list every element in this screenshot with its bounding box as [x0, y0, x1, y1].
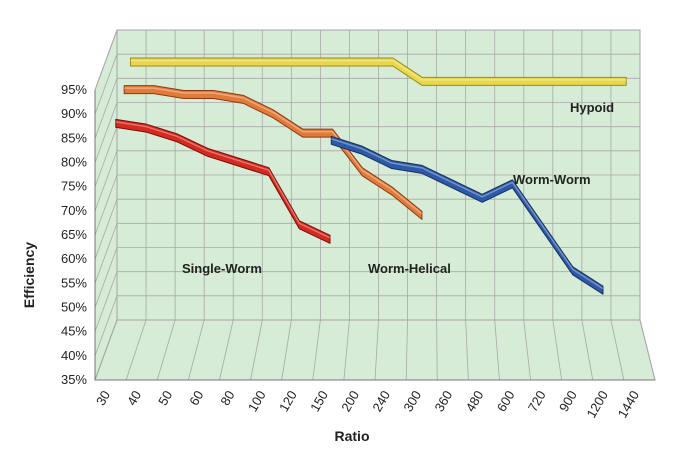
series-ribbon-worm-helical	[123, 85, 423, 220]
floor-line	[281, 319, 292, 381]
chart-axes	[94, 90, 655, 381]
y-tick-labels: 35% 40% 45% 50% 55% 60% 65% 70% 75% 80% 85% 90% 95%	[61, 82, 87, 387]
x-tick-label: 240	[369, 388, 393, 414]
floor	[94, 319, 656, 381]
series-ribbon-worm-worm	[330, 135, 604, 295]
x-tick-label: 200	[338, 388, 362, 414]
grid-line-h-side	[94, 174, 118, 236]
y-tick-label: 50%	[61, 300, 87, 315]
floor-line	[343, 319, 350, 381]
x-tick-labels: 30 40 50 60 80 100 120 150 200 240 300 360 480 600 720…	[93, 388, 642, 421]
y-tick-label: 80%	[61, 155, 87, 170]
series-highlight-single-worm	[115, 121, 331, 239]
x-tick-label: 900	[556, 388, 580, 414]
grid-line-h-side	[94, 295, 118, 356]
floor-line	[552, 319, 563, 381]
grid-line-h-side	[94, 54, 118, 115]
y-tick-label: 40%	[61, 348, 87, 363]
x-tick-label: 120	[276, 388, 300, 414]
grid-line-h-side	[94, 223, 118, 284]
y-tick-label: 55%	[61, 275, 87, 290]
floor-line	[405, 319, 408, 381]
y-tick-label: 45%	[61, 324, 87, 339]
series-label-worm-worm: Worm-Worm	[513, 172, 591, 187]
x-tick-label: 300	[400, 388, 424, 414]
floor-line	[312, 319, 321, 381]
grid-line-h-side	[94, 102, 118, 163]
y-tick-label: 75%	[61, 179, 87, 194]
grid-line-h-side	[94, 247, 118, 308]
floor-line	[523, 319, 531, 381]
x-tick-label: 80	[217, 388, 237, 408]
x-axis-title: Ratio	[335, 428, 370, 444]
series-ribbon-hypoid	[129, 57, 627, 86]
grid-line-h-side	[94, 78, 118, 139]
x-tick-label: 1200	[583, 388, 610, 421]
series-highlight-worm-worm	[331, 138, 604, 290]
floor-line	[494, 319, 500, 381]
series-label-worm-helical: Worm-Helical	[368, 261, 451, 276]
floor-line	[465, 319, 469, 381]
y-tick-label: 85%	[61, 130, 87, 145]
x-tick-label: 1440	[615, 388, 642, 421]
floor-line	[610, 319, 625, 381]
y-tick-label: 90%	[61, 106, 87, 121]
x-tick-label: 30	[93, 388, 113, 408]
x-tick-label: 150	[307, 388, 331, 414]
series-labels: Hypoid Worm-Helical Worm-Worm Single-Worm	[182, 100, 614, 276]
x-tick-label: 60	[186, 388, 206, 408]
floor-line	[581, 319, 594, 381]
series-worm-helical	[123, 85, 423, 220]
floor-line	[219, 319, 234, 381]
floor-line	[639, 319, 656, 381]
y-tick-label: 60%	[61, 251, 87, 266]
x-tick-label: 100	[245, 388, 269, 414]
series-label-single-worm: Single-Worm	[182, 261, 262, 276]
series-worm-worm	[330, 135, 604, 295]
x-tick-label: 40	[124, 388, 144, 408]
grid-line-h-side	[94, 271, 118, 332]
y-tick-label: 35%	[61, 372, 87, 387]
grid-line-h-side	[94, 29, 118, 91]
floor-line	[250, 319, 263, 381]
floor-line	[125, 319, 147, 381]
floor-line	[94, 319, 118, 381]
x-tick-label: 360	[432, 388, 456, 414]
x-tick-label: 600	[494, 388, 518, 414]
series-layer	[115, 57, 627, 295]
y-tick-label: 65%	[61, 227, 87, 242]
floor-line	[374, 319, 379, 381]
y-tick-label: 95%	[61, 82, 87, 97]
floor-line	[156, 319, 176, 381]
y-axis-title: Efficiency	[21, 242, 37, 308]
floor-line	[436, 319, 438, 381]
grid-line-h-side	[94, 126, 118, 187]
series-single-worm	[115, 118, 331, 244]
grid-line-h-side	[94, 150, 118, 211]
floor-line	[187, 319, 205, 381]
grid-line-h-side	[94, 199, 118, 260]
series-label-hypoid: Hypoid	[570, 100, 614, 115]
series-hypoid	[129, 57, 627, 86]
x-tick-label: 720	[525, 388, 549, 414]
x-tick-label: 50	[155, 388, 175, 408]
y-tick-label: 70%	[61, 203, 87, 218]
series-highlight-worm-helical	[124, 87, 423, 215]
series-ribbon-single-worm	[115, 118, 331, 244]
x-tick-label: 480	[463, 388, 487, 414]
series-highlight-hypoid	[130, 59, 627, 81]
